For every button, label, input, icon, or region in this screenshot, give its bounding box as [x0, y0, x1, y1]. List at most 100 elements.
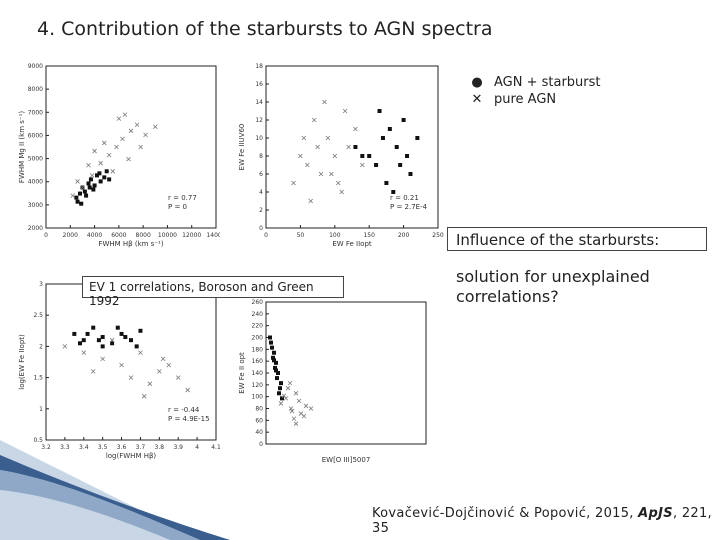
y-tick-label: 60: [255, 417, 263, 424]
x-axis-label: FWHM Hβ (km s⁻¹): [98, 240, 163, 248]
y-tick-label: 0: [259, 441, 263, 448]
point-pure-agn: [285, 385, 291, 391]
point-agn-starburst: [102, 175, 107, 180]
x-tick-label: 0: [264, 232, 268, 239]
point-agn-starburst: [277, 391, 281, 396]
point-pure-agn: [120, 136, 125, 142]
point-agn-starburst: [374, 163, 379, 167]
point-pure-agn: [134, 122, 140, 128]
x-tick-label: 3.6: [117, 444, 127, 451]
point-pure-agn: [346, 144, 351, 150]
stat-annotation: r = 0.77: [168, 194, 197, 202]
point-agn-starburst: [274, 368, 278, 373]
stat-annotation: r = 0.21: [390, 194, 419, 202]
point-agn-starburst: [401, 118, 406, 122]
y-tick-label: 7000: [28, 109, 43, 116]
y-axis-label: FWHM Mg II (km s⁻¹): [18, 111, 26, 184]
point-pure-agn: [116, 116, 122, 121]
point-agn-starburst: [377, 109, 382, 113]
point-pure-agn: [322, 99, 327, 105]
point-pure-agn: [75, 179, 80, 184]
point-pure-agn: [281, 393, 287, 399]
y-tick-label: 140: [252, 370, 264, 377]
point-agn-starburst: [98, 179, 103, 184]
point-agn-starburst: [100, 344, 105, 349]
point-agn-starburst: [123, 335, 128, 340]
x-axis-label: log(FWHM Hβ): [106, 452, 157, 460]
point-pure-agn: [100, 356, 105, 362]
point-agn-starburst: [87, 185, 92, 190]
point-agn-starburst: [91, 187, 96, 192]
y-tick-label: 160: [252, 358, 264, 365]
point-agn-starburst: [387, 127, 392, 131]
y-tick-label: 18: [255, 63, 263, 70]
legend-label-pure-agn: pure AGN: [494, 92, 557, 107]
point-pure-agn: [293, 421, 299, 426]
point-pure-agn: [298, 153, 303, 159]
x-tick-label: 3.9: [173, 444, 183, 451]
point-pure-agn: [339, 189, 344, 195]
y-tick-label: 2000: [28, 225, 43, 232]
point-agn-starburst: [104, 169, 109, 174]
point-pure-agn: [128, 128, 134, 134]
point-pure-agn: [287, 380, 293, 386]
point-pure-agn: [291, 416, 297, 421]
point-agn-starburst: [273, 365, 277, 370]
x-tick-label: 3.4: [79, 444, 89, 451]
x-tick-label: 14000: [206, 232, 220, 239]
point-agn-starburst: [82, 189, 87, 194]
point-agn-starburst: [88, 177, 93, 182]
point-pure-agn: [119, 362, 124, 368]
y-tick-label: 8000: [28, 86, 43, 93]
x-tick-label: 3.8: [155, 444, 165, 451]
x-tick-label: 4000: [87, 232, 102, 239]
legend-label-agn-starburst: AGN + starburst: [494, 75, 601, 90]
point-agn-starburst: [279, 381, 283, 386]
x-tick-label: 6000: [111, 232, 126, 239]
x-tick-label: 2000: [63, 232, 78, 239]
point-pure-agn: [304, 162, 310, 168]
y-tick-label: 6: [259, 171, 263, 178]
y-tick-label: 180: [252, 346, 264, 353]
plot-frame: [45, 65, 217, 229]
point-agn-starburst: [270, 345, 274, 350]
x-tick-label: 3.5: [98, 444, 108, 451]
point-agn-starburst: [86, 181, 91, 186]
x-tick-label: 12000: [182, 232, 201, 239]
y-tick-label: 10: [255, 135, 263, 142]
filled-circle-icon: ●: [471, 75, 483, 90]
y-tick-label: 0.5: [33, 437, 43, 444]
x-tick-label: 4.1: [211, 444, 220, 451]
point-pure-agn: [138, 350, 143, 355]
point-agn-starburst: [391, 190, 396, 194]
y-axis-label: log(EW Fe IIopt): [18, 334, 26, 390]
point-pure-agn: [291, 180, 296, 186]
y-tick-label: 3000: [28, 202, 43, 209]
point-pure-agn: [143, 132, 148, 138]
point-pure-agn: [114, 144, 119, 150]
solution-text: solution for unexplained correlations?: [456, 267, 650, 306]
point-agn-starburst: [107, 177, 112, 182]
chart-fwhm-mgii-vs-hbeta: 0200040006000800010000120001400020003000…: [18, 63, 220, 248]
legend-item-pure-agn: ✕ pure AGN: [470, 91, 601, 108]
point-pure-agn: [89, 173, 95, 178]
x-tick-label: 200: [398, 232, 410, 239]
y-tick-label: 120: [252, 382, 264, 389]
point-agn-starburst: [272, 358, 276, 363]
point-agn-starburst: [360, 154, 365, 158]
y-tick-label: 5000: [28, 156, 43, 163]
point-pure-agn: [332, 153, 338, 159]
point-agn-starburst: [384, 181, 389, 185]
x-axis-label: EW[O III]5007: [322, 456, 371, 464]
y-tick-label: 2.5: [33, 312, 43, 319]
point-pure-agn: [128, 375, 134, 380]
point-pure-agn: [360, 162, 365, 168]
point-agn-starburst: [398, 163, 403, 167]
point-pure-agn: [109, 337, 115, 343]
point-agn-starburst: [274, 360, 278, 365]
cross-icon: ✕: [471, 92, 483, 107]
point-pure-agn: [342, 108, 348, 114]
point-pure-agn: [92, 148, 97, 154]
point-pure-agn: [86, 162, 91, 168]
y-tick-label: 4000: [28, 179, 43, 186]
